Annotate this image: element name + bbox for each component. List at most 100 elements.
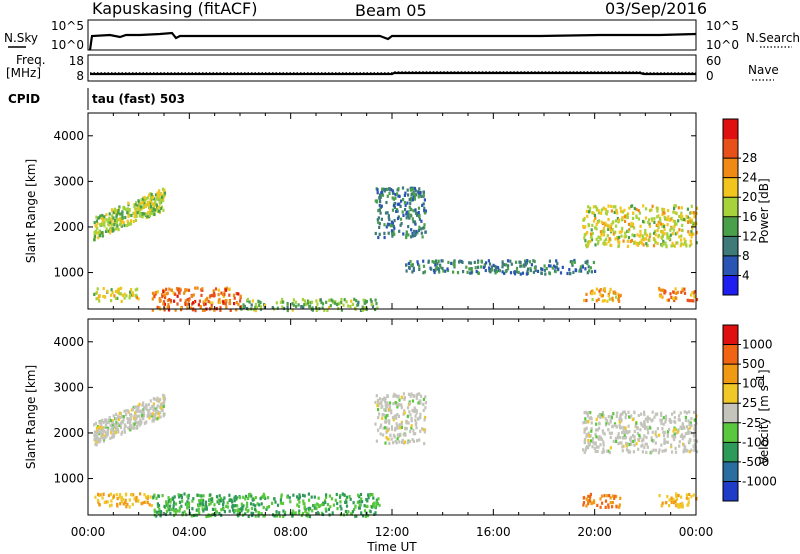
echo-cell — [358, 503, 361, 508]
echo-cell — [681, 434, 684, 438]
echo-cell — [669, 233, 672, 237]
echo-cell — [385, 435, 388, 440]
echo-cell — [258, 511, 261, 515]
echo-cell — [180, 306, 183, 310]
echo-cell — [360, 511, 363, 515]
echo-cell — [585, 433, 588, 437]
echo-cell — [160, 406, 163, 410]
echo-cell — [184, 288, 187, 292]
echo-cell — [172, 504, 175, 508]
echo-cell — [693, 443, 696, 447]
echo-cell — [149, 196, 152, 200]
echo-cell — [672, 228, 675, 232]
echo-cell — [418, 267, 421, 271]
echo-cell — [292, 509, 295, 513]
echo-cell — [107, 493, 111, 498]
echo-cell — [141, 501, 144, 505]
echo-cell — [384, 211, 388, 215]
cpid-program: tau (fast) 503 — [92, 92, 185, 106]
echo-cell — [607, 225, 610, 229]
echo-cell — [224, 302, 227, 306]
echo-cell — [102, 436, 105, 440]
echo-cell — [592, 499, 596, 503]
echo-cell — [196, 493, 199, 497]
echo-cell — [222, 498, 225, 502]
echo-cell — [152, 404, 155, 408]
echo-cell — [687, 497, 690, 501]
echo-cell — [409, 413, 412, 417]
echo-cell — [391, 208, 395, 212]
echo-cell — [114, 430, 117, 435]
echo-cell — [129, 422, 132, 426]
echo-cell — [390, 409, 393, 413]
echo-cell — [525, 261, 528, 265]
echo-cell — [191, 294, 194, 298]
echo-cell — [588, 269, 591, 273]
echo-cell — [618, 503, 621, 507]
echo-cell — [223, 510, 226, 514]
echo-cell — [145, 407, 148, 411]
echo-cell — [278, 511, 281, 515]
echo-cell — [185, 303, 189, 307]
echo-cell — [382, 433, 385, 437]
echo-cell — [453, 262, 456, 266]
echo-cell — [665, 244, 668, 248]
echo-cell — [326, 503, 329, 507]
echo-cell — [139, 202, 142, 206]
echo-cell — [377, 235, 380, 240]
echo-cell — [424, 395, 427, 399]
echo-cell — [645, 207, 648, 211]
echo-cell — [385, 200, 388, 205]
echo-cell — [540, 267, 543, 271]
echo-cell — [151, 412, 155, 416]
echo-cell — [313, 503, 316, 507]
echo-cell — [240, 507, 243, 511]
echo-cell — [386, 413, 390, 417]
echo-cell — [608, 297, 611, 301]
echo-cell — [259, 497, 262, 501]
echo-cell — [217, 293, 220, 297]
echo-cell — [371, 493, 374, 497]
echo-cell — [371, 505, 374, 509]
echo-cell — [695, 439, 699, 443]
echo-cell — [345, 504, 349, 508]
echo-cell — [405, 216, 408, 220]
echo-cell — [679, 244, 682, 248]
echo-cell — [197, 303, 200, 307]
echo-cell — [417, 211, 420, 215]
echo-cell — [97, 236, 100, 240]
echo-cell — [111, 421, 114, 425]
echo-cell — [159, 402, 162, 406]
echo-cell — [689, 421, 692, 425]
echo-cell — [658, 433, 661, 437]
echo-cell — [381, 190, 384, 194]
echo-cell — [190, 514, 193, 518]
echo-cell — [219, 306, 222, 310]
echo-cell — [134, 203, 137, 207]
echo-cell — [616, 411, 619, 415]
echo-cell — [379, 195, 382, 199]
echo-cell — [414, 222, 417, 226]
echo-cell — [110, 299, 113, 303]
echo-cell — [634, 240, 637, 244]
echo-cell — [424, 401, 428, 405]
echo-cell — [390, 427, 394, 431]
echo-cell — [210, 303, 213, 308]
echo-cell — [127, 417, 130, 421]
echo-cell — [667, 209, 670, 213]
colorbar-tick-label: 1000 — [742, 338, 773, 352]
echo-cell — [128, 222, 131, 227]
echo-cell — [675, 492, 678, 496]
echo-cell — [654, 233, 657, 237]
echo-cell — [104, 418, 108, 422]
echo-cell — [620, 218, 623, 222]
echo-cell — [157, 494, 160, 498]
echo-cell — [386, 187, 389, 191]
echo-cell — [131, 502, 134, 506]
echo-cell — [625, 443, 628, 447]
echo-cell — [127, 409, 130, 413]
echo-cell — [147, 193, 151, 197]
echo-cell — [604, 505, 607, 509]
echo-cell — [245, 504, 248, 508]
